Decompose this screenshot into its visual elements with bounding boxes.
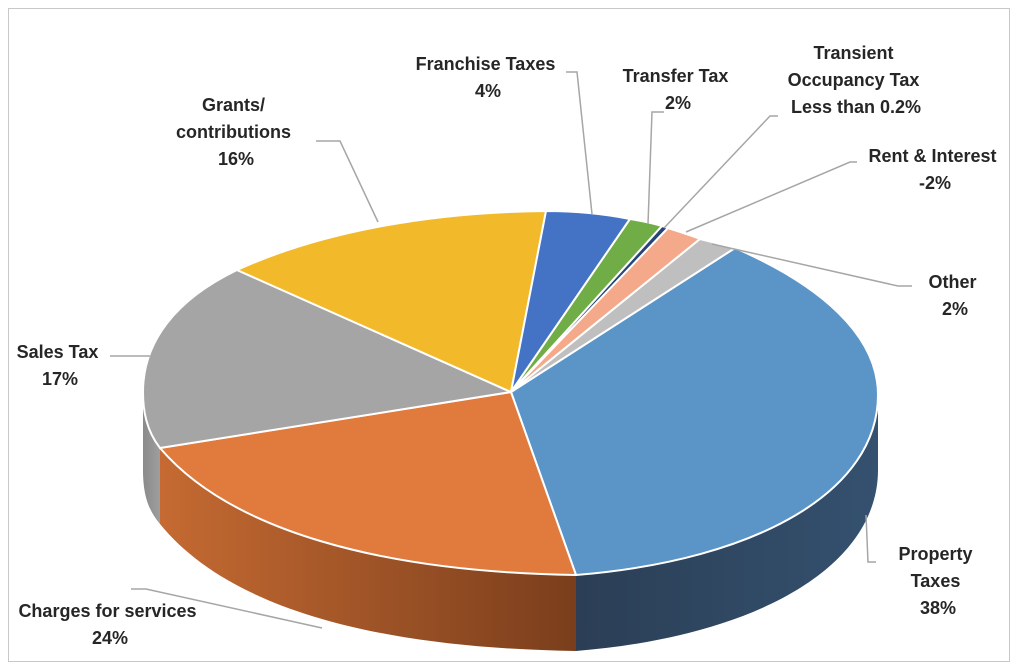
side-charges-for-services [160,448,576,651]
leader-property [865,514,876,563]
label-grants-contributions: Grants/ contributions 16% [176,95,296,169]
slice-franchise-taxes[interactable] [510,210,631,393]
label-other: Other 2% [928,272,981,319]
slice-charges-for-services[interactable] [159,391,577,576]
label-property-taxes: Property Taxes 38% [898,544,977,618]
leader-grants [316,140,379,223]
leader-franchise [566,71,593,215]
label-sales-tax: Sales Tax 17% [17,342,104,389]
label-rent-interest: Rent & Interest -2% [868,146,1001,193]
data-labels: Property Taxes 38% Charges for services … [17,43,1001,648]
slice-property-taxes[interactable] [510,247,879,576]
leader-charges [131,588,323,629]
label-franchise-taxes: Franchise Taxes 4% [416,54,561,101]
label-transient-occupancy-tax: Transient Occupancy Tax Less than 0.2% [788,43,925,117]
side-sales-tax [143,392,160,524]
slice-grants-contributions[interactable] [236,210,547,393]
leader-transient [663,115,778,229]
leader-transfer [647,111,664,225]
label-charges-for-services: Charges for services 24% [18,601,201,648]
leader-rent [685,161,857,233]
label-transfer-tax: Transfer Tax 2% [623,66,734,113]
slice-other[interactable] [510,238,736,393]
slice-sales-tax[interactable] [142,269,512,449]
leader-lines [110,71,912,629]
pie-slices [142,210,879,576]
pie-depth [143,392,878,651]
side-property-taxes [576,395,878,651]
leader-other [711,243,912,287]
